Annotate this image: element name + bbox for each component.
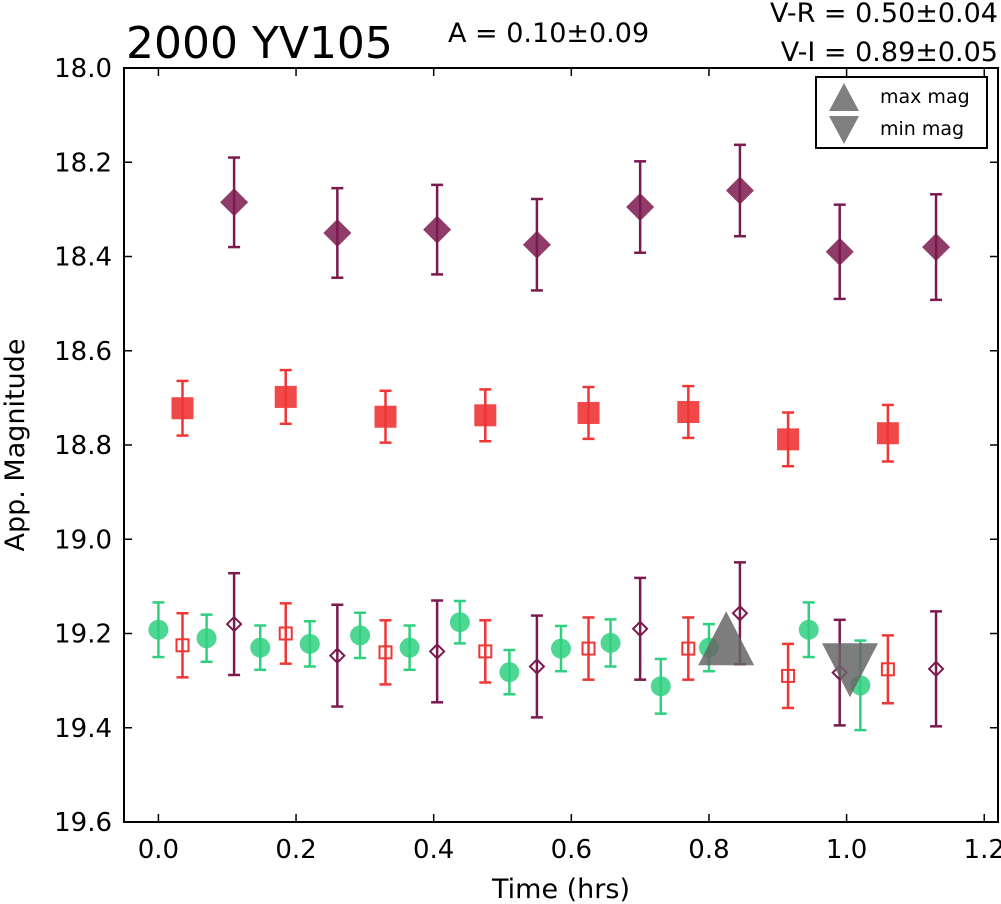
data-point-diamond xyxy=(423,215,452,244)
data-point-circle xyxy=(299,633,320,654)
series-square-filled xyxy=(171,368,899,468)
min-mag-marker xyxy=(822,643,879,698)
data-point-open-diamond xyxy=(631,620,649,638)
data-point-square xyxy=(876,422,899,445)
y-tick-label: 18.8 xyxy=(54,431,112,461)
data-point-square xyxy=(577,401,600,424)
data-point-circle xyxy=(499,662,520,683)
data-point-circle xyxy=(650,676,671,697)
data-point-open-square xyxy=(378,645,393,660)
x-tick-label: 0.6 xyxy=(551,835,592,865)
vi-color-annotation: V-I = 0.89±0.05 xyxy=(781,37,998,68)
y-tick-label: 19.6 xyxy=(54,808,112,838)
y-tick-label: 18.4 xyxy=(54,243,112,273)
data-point-square xyxy=(777,428,800,451)
data-point-open-diamond xyxy=(927,660,945,678)
chart-title: 2000 YV105 xyxy=(126,18,393,69)
amplitude-annotation: A = 0.10±0.09 xyxy=(448,18,649,49)
data-point-diamond xyxy=(825,237,854,266)
data-point-open-square xyxy=(681,641,696,656)
min-mag-legend-icon xyxy=(829,116,859,144)
x-tick-label: 0.0 xyxy=(138,835,179,865)
data-point-circle xyxy=(250,637,271,658)
data-point-circle xyxy=(551,638,571,659)
data-point-circle xyxy=(399,637,420,658)
data-point-open-diamond xyxy=(731,604,749,622)
x-axis-label: Time (hrs) xyxy=(491,874,630,904)
x-tick-label: 0.4 xyxy=(413,835,454,865)
y-tick-label: 19.4 xyxy=(54,714,112,744)
data-point-diamond xyxy=(522,230,551,259)
data-point-open-square xyxy=(581,641,596,656)
y-tick-label: 19.0 xyxy=(54,525,112,555)
data-layer xyxy=(148,143,951,732)
y-tick-label: 18.2 xyxy=(54,148,112,178)
max-mag-legend-icon xyxy=(829,83,859,111)
data-point-square xyxy=(474,404,497,427)
data-point-diamond xyxy=(922,233,951,262)
data-point-diamond xyxy=(220,188,249,217)
max-mag-marker xyxy=(698,611,755,666)
data-point-square xyxy=(374,405,397,428)
y-tick-label: 18.6 xyxy=(54,337,112,367)
data-point-circle xyxy=(148,619,169,640)
data-point-diamond xyxy=(725,176,754,205)
vr-color-annotation: V-R = 0.50±0.04 xyxy=(770,0,998,29)
data-point-open-square xyxy=(781,668,796,683)
series-diamond-filled xyxy=(220,143,951,302)
extremes-layer xyxy=(698,611,879,698)
data-point-open-square xyxy=(478,644,493,659)
data-point-open-diamond xyxy=(225,615,243,633)
data-point-circle xyxy=(449,612,470,633)
y-axis-label: App. Magnitude xyxy=(0,339,31,552)
x-tick-label: 1.0 xyxy=(826,835,867,865)
data-point-circle xyxy=(798,619,819,640)
y-tick-label: 18.0 xyxy=(54,54,112,84)
data-point-square xyxy=(274,385,297,408)
data-point-open-diamond xyxy=(328,647,346,665)
data-point-open-square xyxy=(880,662,895,677)
x-tick-label: 0.8 xyxy=(688,835,729,865)
data-point-open-square xyxy=(278,626,293,641)
data-point-circle xyxy=(196,628,217,649)
plot-frame xyxy=(123,67,999,823)
data-point-square xyxy=(171,397,194,420)
legend: max mag min mag xyxy=(815,76,988,149)
axis-ticks: 0.0 0.2 0.4 0.6 0.8 1.0 1.2 18.0 18.2 18.4 18.6 18.… xyxy=(54,54,1001,865)
data-point-circle xyxy=(350,625,371,646)
data-point-square xyxy=(677,401,700,424)
data-point-circle xyxy=(600,632,621,653)
x-tick-label: 1.2 xyxy=(964,835,1001,865)
data-point-open-diamond xyxy=(428,642,446,660)
series-square-open xyxy=(175,602,895,710)
x-tick-label: 0.2 xyxy=(275,835,316,865)
legend-label-max-mag: max mag xyxy=(880,86,970,108)
data-point-open-square xyxy=(175,638,190,653)
y-tick-label: 19.2 xyxy=(54,620,112,650)
data-point-diamond xyxy=(323,218,352,247)
legend-label-min-mag: min mag xyxy=(880,118,964,140)
data-point-open-diamond xyxy=(528,658,546,675)
series-circle-filled xyxy=(148,599,871,732)
data-point-diamond xyxy=(626,193,655,222)
